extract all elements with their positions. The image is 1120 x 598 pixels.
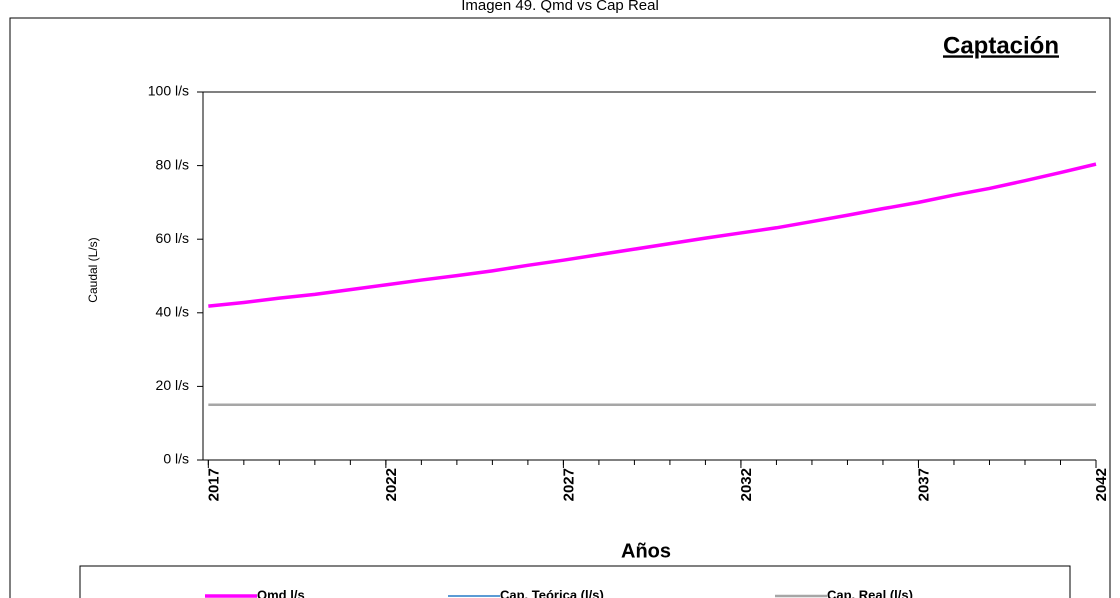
caption: Imagen 49. Qmd vs Cap Real [461,0,659,14]
y-axis-label: Caudal (L/s) [86,237,100,302]
y-tick-label: 20 l/s [156,377,189,393]
y-tick-label: 80 l/s [156,156,189,172]
series-line [208,162,1097,308]
x-tick-label: 2037 [915,468,932,501]
y-tick-label: 0 l/s [163,451,189,467]
legend-box [79,565,1071,598]
legend-label: Cap. Teórica (l/s) [500,587,604,598]
x-tick-label: 2027 [560,468,577,501]
x-tick-label: 2042 [1093,468,1110,501]
x-axis-label: Años [621,540,671,562]
chart-frame [9,17,1111,598]
legend-label: Qmd l/s [257,587,305,598]
y-tick-label: 100 l/s [148,83,189,99]
x-tick-label: 2017 [205,468,222,501]
y-tick-label: 40 l/s [156,304,189,320]
legend-label: Cap. Real (l/s) [827,587,913,598]
x-tick-label: 2032 [738,468,755,501]
y-tick-label: 60 l/s [156,230,189,246]
chart-title: Captación [943,32,1059,59]
x-tick-label: 2022 [383,468,400,501]
